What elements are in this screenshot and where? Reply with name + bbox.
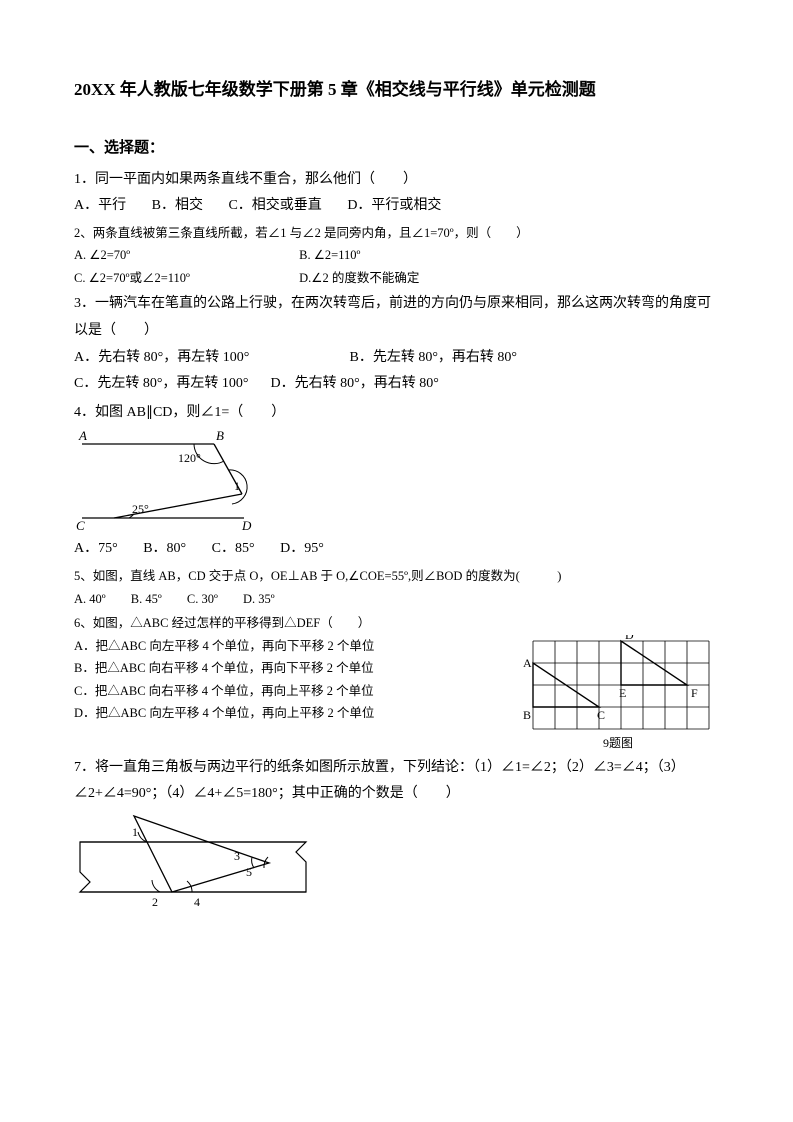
q4-lbl-a: A [78, 428, 87, 443]
q7-l2: 2 [152, 895, 158, 909]
q5-opt-d: D. 35º [243, 592, 275, 606]
q3-options-row2: C．先左转 80°，再左转 100° D．先右转 80°，再右转 80° [74, 371, 719, 398]
q4-opt-c: C．85° [212, 541, 255, 556]
q2-opt-c: C. ∠2=70º或∠2=110º [74, 267, 274, 290]
q2-options-row1: A. ∠2=70º B. ∠2=110º [74, 244, 719, 267]
q2-opt-a: A. ∠2=70º [74, 244, 274, 267]
q5-text: 5、如图，直线 AB，CD 交于点 O，OE⊥AB 于 O,∠COE=55º,则… [74, 565, 719, 588]
q4-opt-d: D．95° [280, 541, 324, 556]
q7-text: 7．将一直角三角板与两边平行的纸条如图所示放置，下列结论：（1）∠1=∠2；（2… [74, 755, 719, 808]
q4-ang-25: 25° [132, 502, 149, 516]
q3-text: 3．一辆汽车在笔直的公路上行驶，在两次转弯后，前进的方向仍与原来相同，那么这两次… [74, 291, 719, 344]
q4-lbl-c: C [76, 518, 85, 533]
q5-opt-a: A. 40º [74, 592, 106, 606]
q4-ang-120: 120° [178, 451, 201, 465]
q6-opt-d: D．把△ABC 向左平移 4 个单位，再向上平移 2 个单位 [74, 702, 509, 725]
q7-l4: 4 [194, 895, 200, 909]
q4-opt-a: A．75° [74, 541, 118, 556]
q3-options-row1: A．先右转 80°，再左转 100° B．先左转 80°，再右转 80° [74, 345, 719, 372]
q6-text: 6、如图，△ABC 经过怎样的平移得到△DEF（ ） [74, 612, 719, 635]
question-1: 1．同一平面内如果两条直线不重合，那么他们（ ） A．平行 B．相交 C．相交或… [74, 167, 719, 220]
q1-opt-b: B．相交 [152, 198, 203, 213]
q2-text: 2、两条直线被第三条直线所截，若∠1 与∠2 是同旁内角，且∠1=70º，则（ … [74, 222, 719, 245]
q1-text: 1．同一平面内如果两条直线不重合，那么他们（ ） [74, 167, 719, 194]
q3-opt-b: B．先左转 80°，再右转 80° [350, 350, 518, 365]
q4-text: 4．如图 AB∥CD，则∠1=（ ） [74, 400, 719, 427]
question-7: 7．将一直角三角板与两边平行的纸条如图所示放置，下列结论：（1）∠1=∠2；（2… [74, 755, 719, 913]
q4-options: A．75° B．80° C．85° D．95° [74, 536, 719, 563]
q4-figure: A B C D 120° 25° 1 [74, 426, 274, 536]
svg-text:E: E [619, 686, 626, 700]
q4-lbl-b: B [216, 428, 224, 443]
question-5: 5、如图，直线 AB，CD 交于点 O，OE⊥AB 于 O,∠COE=55º,则… [74, 565, 719, 610]
q3-opt-d: D．先右转 80°，再右转 80° [271, 376, 439, 391]
q3-opt-c: C．先左转 80°，再左转 100° [74, 376, 249, 391]
svg-text:B: B [523, 708, 531, 722]
q3-opt-a: A．先右转 80°，再左转 100° [74, 345, 324, 372]
q6-opt-c: C．把△ABC 向右平移 4 个单位，再向上平移 2 个单位 [74, 680, 509, 703]
q6-figure: A B C D E F 9题图 [523, 635, 719, 753]
question-2: 2、两条直线被第三条直线所截，若∠1 与∠2 是同旁内角，且∠1=70º，则（ … [74, 222, 719, 290]
q7-l1: 1 [132, 825, 138, 839]
q5-opt-c: C. 30º [187, 592, 218, 606]
q1-opt-a: A．平行 [74, 198, 126, 213]
q4-lbl-d: D [241, 518, 252, 533]
q7-figure: 1 2 3 4 5 [74, 808, 324, 913]
q2-opt-b: B. ∠2=110º [299, 248, 360, 262]
svg-text:9题图: 9题图 [603, 736, 633, 750]
q7-l3: 3 [234, 849, 240, 863]
q4-opt-b: B．80° [143, 541, 186, 556]
svg-text:A: A [523, 656, 532, 670]
section-1-header: 一、选择题： [74, 134, 719, 163]
question-6: 6、如图，△ABC 经过怎样的平移得到△DEF（ ） A．把△ABC 向左平移 … [74, 612, 719, 753]
q6-opt-b: B．把△ABC 向右平移 4 个单位，再向下平移 2 个单位 [74, 657, 509, 680]
q6-opt-a: A．把△ABC 向左平移 4 个单位，再向下平移 2 个单位 [74, 635, 509, 658]
q4-ang-1: 1 [234, 479, 240, 493]
question-3: 3．一辆汽车在笔直的公路上行驶，在两次转弯后，前进的方向仍与原来相同，那么这两次… [74, 291, 719, 397]
q5-options: A. 40º B. 45º C. 30º D. 35º [74, 588, 719, 611]
q2-opt-d: D.∠2 的度数不能确定 [299, 271, 419, 285]
q1-opt-d: D．平行或相交 [347, 198, 441, 213]
q7-l5: 5 [246, 865, 252, 879]
page-title: 20XX 年人教版七年级数学下册第 5 章《相交线与平行线》单元检测题 [74, 74, 719, 106]
question-4: 4．如图 AB∥CD，则∠1=（ ） A B C D 120° 25° 1 A．… [74, 400, 719, 563]
q6-figure-wrap: A B C D E F 9题图 [523, 635, 719, 753]
svg-text:D: D [625, 635, 634, 642]
q1-opt-c: C．相交或垂直 [228, 198, 321, 213]
svg-text:C: C [597, 708, 605, 722]
q1-options: A．平行 B．相交 C．相交或垂直 D．平行或相交 [74, 193, 719, 220]
q2-options-row2: C. ∠2=70º或∠2=110º D.∠2 的度数不能确定 [74, 267, 719, 290]
q5-opt-b: B. 45º [131, 592, 162, 606]
svg-text:F: F [691, 686, 698, 700]
